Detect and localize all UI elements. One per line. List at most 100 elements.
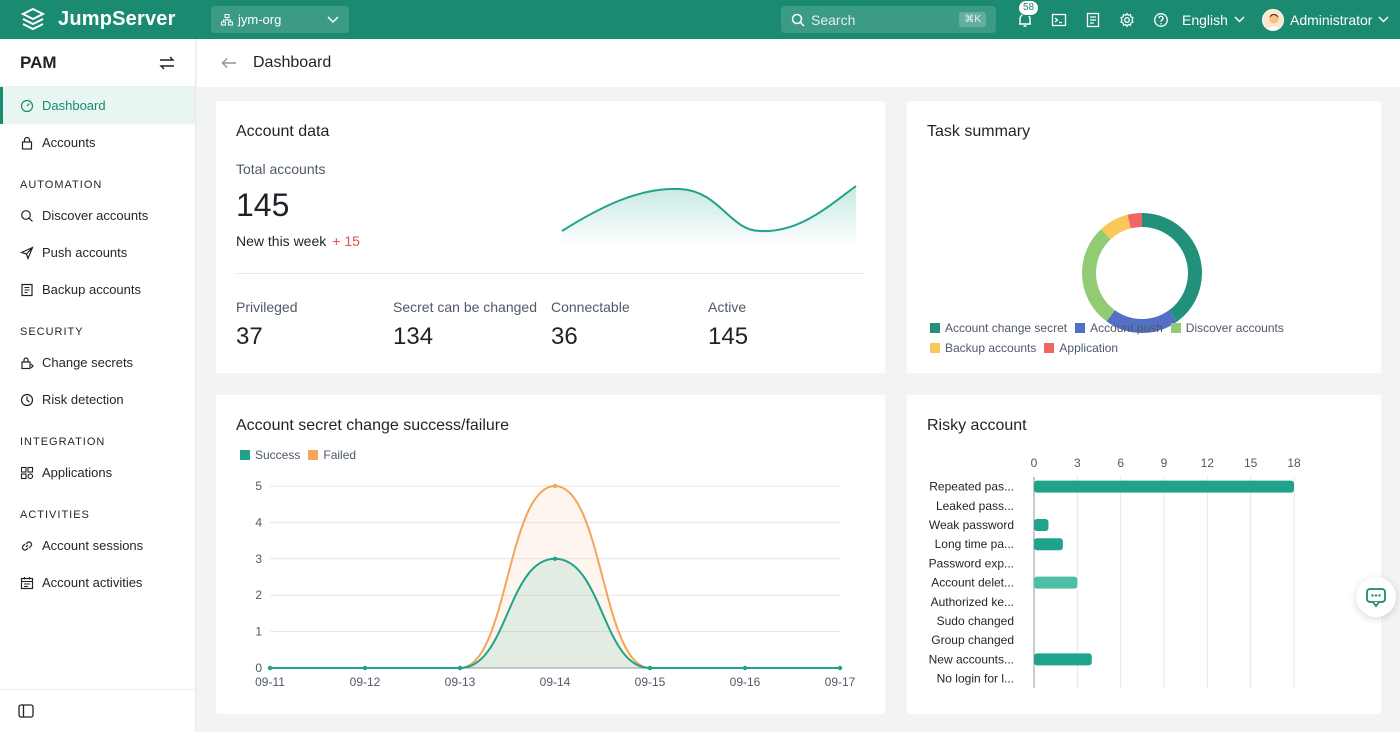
sidebar-item-applications[interactable]: Applications [0,454,195,491]
sidebar-item-label: Accounts [42,135,96,150]
search-input[interactable]: Search ⌘K [781,6,996,33]
sidebar-item-account-activities[interactable]: Account activities [0,564,195,601]
sidebar-item-push-accounts[interactable]: Push accounts [0,234,195,271]
total-accounts-value: 145 [236,187,290,223]
legend-item-discover-accounts[interactable]: Discover accounts [1170,318,1284,338]
org-select[interactable]: jym-org [211,6,349,33]
legend-swatch [1170,323,1181,333]
brand-name: JumpServer [58,8,176,30]
card-title: Account data [236,123,330,140]
stat-value: 134 [393,323,434,350]
task-summary-card: Task summary Account change secret Accou… [907,101,1381,373]
legend-item-application[interactable]: Application [1044,338,1118,358]
stat-value: 37 [236,323,263,350]
legend-label: Account push [1090,321,1163,335]
sidebar-item-label: Backup accounts [42,282,142,297]
stat-connectable: Connectable 36 [551,299,630,351]
notifications-button[interactable]: 58 [1008,0,1042,39]
stat-active: Active 145 [708,299,748,351]
legend-item-account-push[interactable]: Account push [1075,318,1163,338]
x-tick-label: 15 [1244,456,1258,470]
collapse-sidebar-icon[interactable] [18,704,34,718]
search-icon [21,209,33,222]
sidebar: PAM Dashboard Accounts AUTOMATION Discov… [0,39,196,732]
sidebar-item-label: Account activities [42,575,143,590]
bar [1034,480,1294,493]
secret-change-card: Account secret change success/failure Su… [216,395,885,714]
divider [236,273,865,274]
sidebar-item-discover-accounts[interactable]: Discover accounts [0,197,195,234]
legend-item-backup-accounts[interactable]: Backup accounts [930,338,1036,358]
settings-button[interactable] [1110,0,1144,39]
terminal-button[interactable] [1042,0,1076,39]
notification-badge: 58 [1018,0,1040,16]
stat-value: 36 [551,323,578,350]
sidebar-item-dashboard[interactable]: Dashboard [0,87,195,124]
y-tick-label: 3 [255,552,262,566]
bar [1034,653,1092,666]
category-label: Leaked pass... [936,499,1014,513]
x-tick-label: 0 [1031,456,1038,470]
accounts-sparkline [561,185,857,247]
sidebar-item-backup-accounts[interactable]: Backup accounts [0,271,195,308]
sidebar-item-risk-detection[interactable]: Risk detection [0,381,195,418]
new-this-week-value: + 15 [332,233,360,249]
sidebar-section-automation: AUTOMATION [20,179,103,191]
y-tick-label: 1 [255,625,262,639]
stat-privileged: Privileged 37 [236,299,297,351]
x-tick-label: 6 [1117,456,1124,470]
chat-icon [1366,588,1386,608]
x-tick-label: 12 [1201,456,1215,470]
sidebar-item-change-secrets[interactable]: Change secrets [0,344,195,381]
top-bar: JumpServer jym-org Search ⌘K 58 English [0,0,1400,39]
legend-item-failed[interactable]: Failed [308,445,356,465]
risky-account-card: Risky account 0 3 6 9 12 15 18 Repeated pas... L… [907,395,1381,714]
tickets-button[interactable] [1076,0,1110,39]
sidebar-item-label: Push accounts [42,245,128,260]
category-label: Weak password [929,518,1014,532]
donut-slice [1082,213,1202,333]
chevron-down-icon [1234,16,1245,23]
sidebar-item-label: Change secrets [42,355,134,370]
apps-icon [20,466,34,479]
brand-logo[interactable]: JumpServer [20,7,210,33]
legend-item-account-change-secret[interactable]: Account change secret [930,318,1067,338]
key-icon [21,356,34,369]
search-placeholder: Search [811,11,856,28]
legend-swatch [930,323,940,333]
back-arrow-icon[interactable] [221,57,237,69]
sidebar-item-label: Applications [42,465,113,480]
category-label: Account delet... [931,576,1014,590]
legend-swatch [240,450,250,460]
user-name: Administrator [1290,11,1373,28]
legend-swatch [1075,323,1086,333]
chat-assistant-button[interactable] [1356,577,1396,617]
user-menu[interactable]: Administrator [1262,0,1389,39]
legend-label: Account change secret [945,321,1068,335]
jumpserver-logo-icon [20,7,46,30]
calendar-icon [20,576,34,589]
sidebar-title: PAM [20,52,57,72]
data-point [267,665,273,671]
swap-icon[interactable] [159,56,175,70]
sidebar-item-account-sessions[interactable]: Account sessions [0,527,195,564]
donut-slice [1082,213,1202,333]
sidebar-item-label: Discover accounts [42,208,149,223]
language-label: English [1182,11,1228,28]
sidebar-item-accounts[interactable]: Accounts [0,124,195,161]
sidebar-section-activities: ACTIVITIES [20,509,90,521]
task-summary-legend: Account change secret Account push Disco… [930,318,1330,358]
risky-account-bar-chart: 0 3 6 9 12 15 18 Repeated pas... Leaked pass... W… [929,456,1301,689]
task-summary-donut-chart [1082,213,1202,333]
help-button[interactable] [1144,0,1178,39]
legend-label: Failed [323,448,357,462]
sparkline-area [562,186,856,247]
language-select[interactable]: English [1182,0,1245,39]
legend-item-success[interactable]: Success [240,445,300,465]
sidebar-item-label: Dashboard [42,98,106,113]
new-this-week-label: New this week [236,233,327,249]
x-tick-label: 09-13 [445,675,476,689]
data-point [457,665,463,671]
card-title: Risky account [927,417,1027,434]
x-tick-label: 18 [1287,456,1301,470]
